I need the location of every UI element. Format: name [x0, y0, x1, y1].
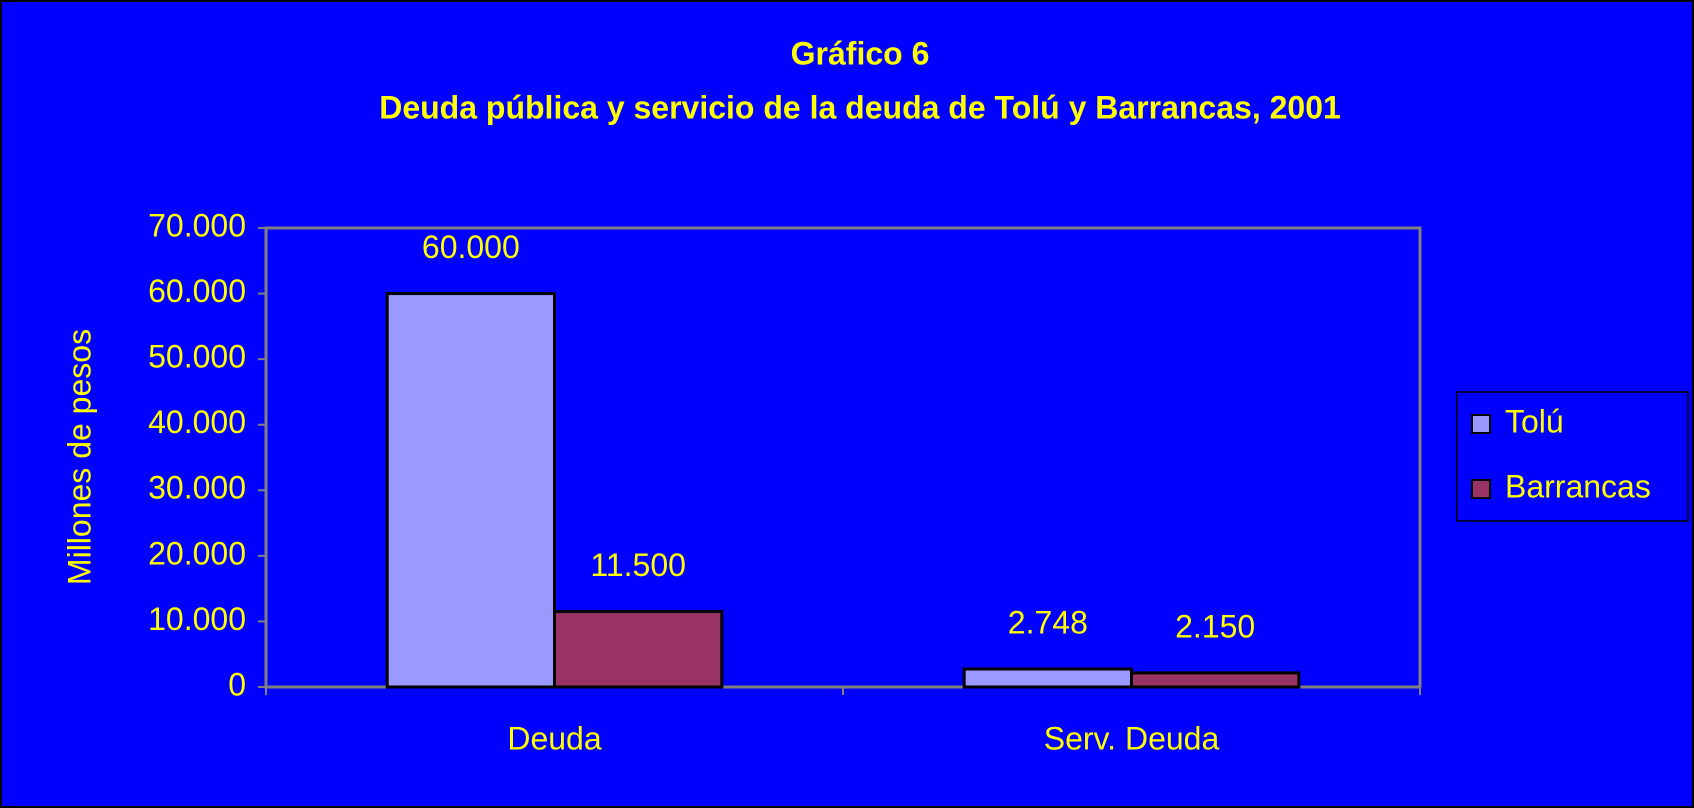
y-tick-label: 30.000 — [148, 470, 246, 506]
value-label: 2.150 — [1175, 608, 1255, 644]
y-axis-label: Millones de pesos — [61, 329, 97, 585]
y-tick-label: 50.000 — [148, 339, 246, 375]
chart-title: Gráfico 6 — [791, 35, 930, 71]
x-tick-label: Deuda — [507, 720, 602, 756]
value-label: 60.000 — [422, 229, 520, 265]
y-tick-label: 20.000 — [148, 535, 246, 571]
legend-swatch — [1471, 479, 1491, 499]
legend-label: Tolú — [1505, 403, 1564, 439]
y-tick-label: 10.000 — [148, 601, 246, 637]
y-tick-label: 40.000 — [148, 404, 246, 440]
bar — [1130, 671, 1301, 689]
y-tick-label: 0 — [228, 666, 246, 702]
y-tick-label: 70.000 — [148, 207, 246, 243]
legend-label: Barrancas — [1505, 468, 1651, 504]
bar — [553, 610, 724, 689]
value-label: 2.748 — [1008, 604, 1088, 640]
value-label: 11.500 — [590, 547, 686, 583]
legend — [1456, 391, 1689, 522]
chart-subtitle: Deuda pública y servicio de la deuda de … — [379, 89, 1341, 125]
bar — [962, 667, 1133, 689]
bar — [385, 292, 557, 689]
legend-swatch — [1471, 414, 1491, 434]
x-tick-label: Serv. Deuda — [1044, 720, 1220, 756]
y-tick-label: 60.000 — [148, 273, 246, 309]
